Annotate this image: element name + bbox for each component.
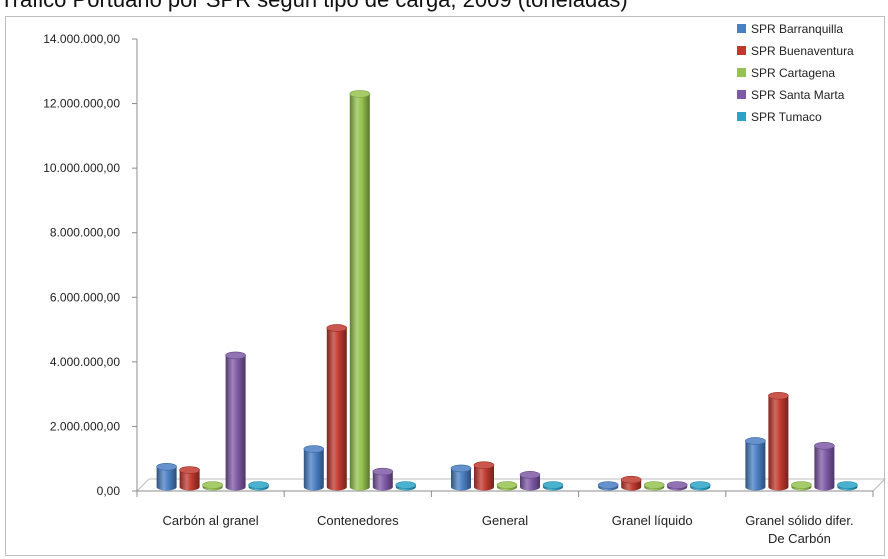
bar-top	[745, 437, 766, 445]
bar-body	[179, 470, 200, 491]
bar	[768, 391, 789, 491]
bar	[225, 351, 246, 491]
page-title: Tráfico Portuario por SPR según tipo de …	[0, 0, 628, 12]
bar-top	[542, 481, 564, 489]
y-tick-label: 14.000.000,00	[43, 32, 120, 46]
legend-label: SPR Buenaventura	[751, 44, 854, 58]
bar-top	[643, 481, 665, 489]
legend-item: SPR Cartagena	[737, 66, 835, 80]
legend-label: SPR Tumaco	[751, 110, 822, 124]
bar-top	[248, 481, 269, 489]
bar-body	[520, 474, 540, 491]
legend-swatch	[737, 90, 746, 99]
legend-swatch	[737, 68, 746, 77]
bar-body	[451, 468, 471, 491]
bar	[179, 466, 200, 491]
bar	[814, 441, 835, 491]
legend-item: SPR Buenaventura	[737, 44, 854, 58]
bar-body	[303, 449, 324, 491]
legend-swatch	[737, 24, 746, 33]
bar	[303, 445, 325, 491]
bar-top	[814, 441, 835, 450]
x-category-label: Contenedores	[317, 513, 399, 528]
bar	[496, 481, 518, 491]
bar-top	[349, 90, 371, 98]
y-tick-label: 2.000.000,00	[50, 419, 120, 433]
y-tick-label: 0,00	[97, 484, 121, 498]
bar	[202, 481, 223, 491]
bar	[450, 464, 472, 491]
bar-top	[156, 462, 177, 471]
floor-edge	[872, 478, 886, 492]
legend-label: SPR Cartagena	[751, 66, 835, 80]
y-tick-label: 12.000.000,00	[43, 97, 120, 111]
bar	[473, 461, 495, 491]
bar-top	[768, 391, 789, 400]
bar-top	[519, 471, 541, 479]
legend-label: SPR Santa Marta	[751, 88, 845, 102]
bar-body	[326, 327, 347, 491]
bar-top	[202, 481, 223, 489]
x-category-label: Granel sólido difer. De Carbón	[745, 513, 853, 546]
legend-item: SPR Tumaco	[737, 110, 822, 124]
bar	[791, 481, 812, 491]
bar	[326, 324, 348, 491]
bar	[395, 481, 417, 491]
bar	[156, 462, 177, 491]
x-category-label: General	[482, 513, 528, 528]
bar	[745, 437, 766, 491]
bar-top	[791, 481, 812, 489]
legend-item: SPR Barranquilla	[737, 22, 843, 36]
bar-top	[450, 464, 472, 473]
bar-top	[179, 466, 200, 474]
bar-top	[372, 467, 394, 476]
legend-item: SPR Santa Marta	[737, 88, 845, 102]
bar-top	[395, 481, 417, 489]
bar-top	[597, 481, 619, 489]
bar	[597, 481, 619, 491]
x-category-label: Granel líquido	[612, 513, 693, 528]
bar-top	[326, 324, 348, 332]
bar-top	[303, 445, 325, 453]
bar-top	[620, 475, 642, 484]
y-tick-label: 4.000.000,00	[50, 355, 120, 369]
bar-top	[225, 351, 246, 360]
legend-swatch	[737, 112, 746, 121]
bar-body	[225, 355, 246, 491]
y-tick-label: 10.000.000,00	[43, 161, 120, 175]
bar	[248, 481, 269, 491]
bar-body	[768, 395, 789, 491]
bar-body	[745, 440, 766, 491]
chart-frame	[5, 16, 885, 556]
bar-top	[689, 481, 711, 489]
bar	[519, 471, 541, 491]
bar-body	[474, 465, 494, 491]
legend-label: SPR Barranquilla	[751, 22, 843, 36]
bar	[837, 481, 858, 491]
bar-top	[473, 461, 495, 469]
bar-top	[666, 481, 688, 489]
bar	[542, 481, 564, 491]
bar-body	[349, 93, 370, 491]
bar	[643, 481, 665, 491]
bar	[349, 90, 371, 491]
y-tick-label: 6.000.000,00	[50, 290, 120, 304]
legend-swatch	[737, 46, 746, 55]
x-category-label: Carbón al granel	[163, 513, 259, 528]
bar-body	[156, 466, 177, 491]
bar-body	[372, 471, 393, 491]
bar	[372, 467, 394, 491]
bar-top	[496, 481, 518, 489]
bar-top	[837, 481, 858, 489]
y-tick-label: 8.000.000,00	[50, 226, 120, 240]
bar	[620, 475, 642, 491]
bar-body	[814, 445, 835, 491]
bar	[689, 481, 711, 491]
bar	[666, 481, 688, 491]
